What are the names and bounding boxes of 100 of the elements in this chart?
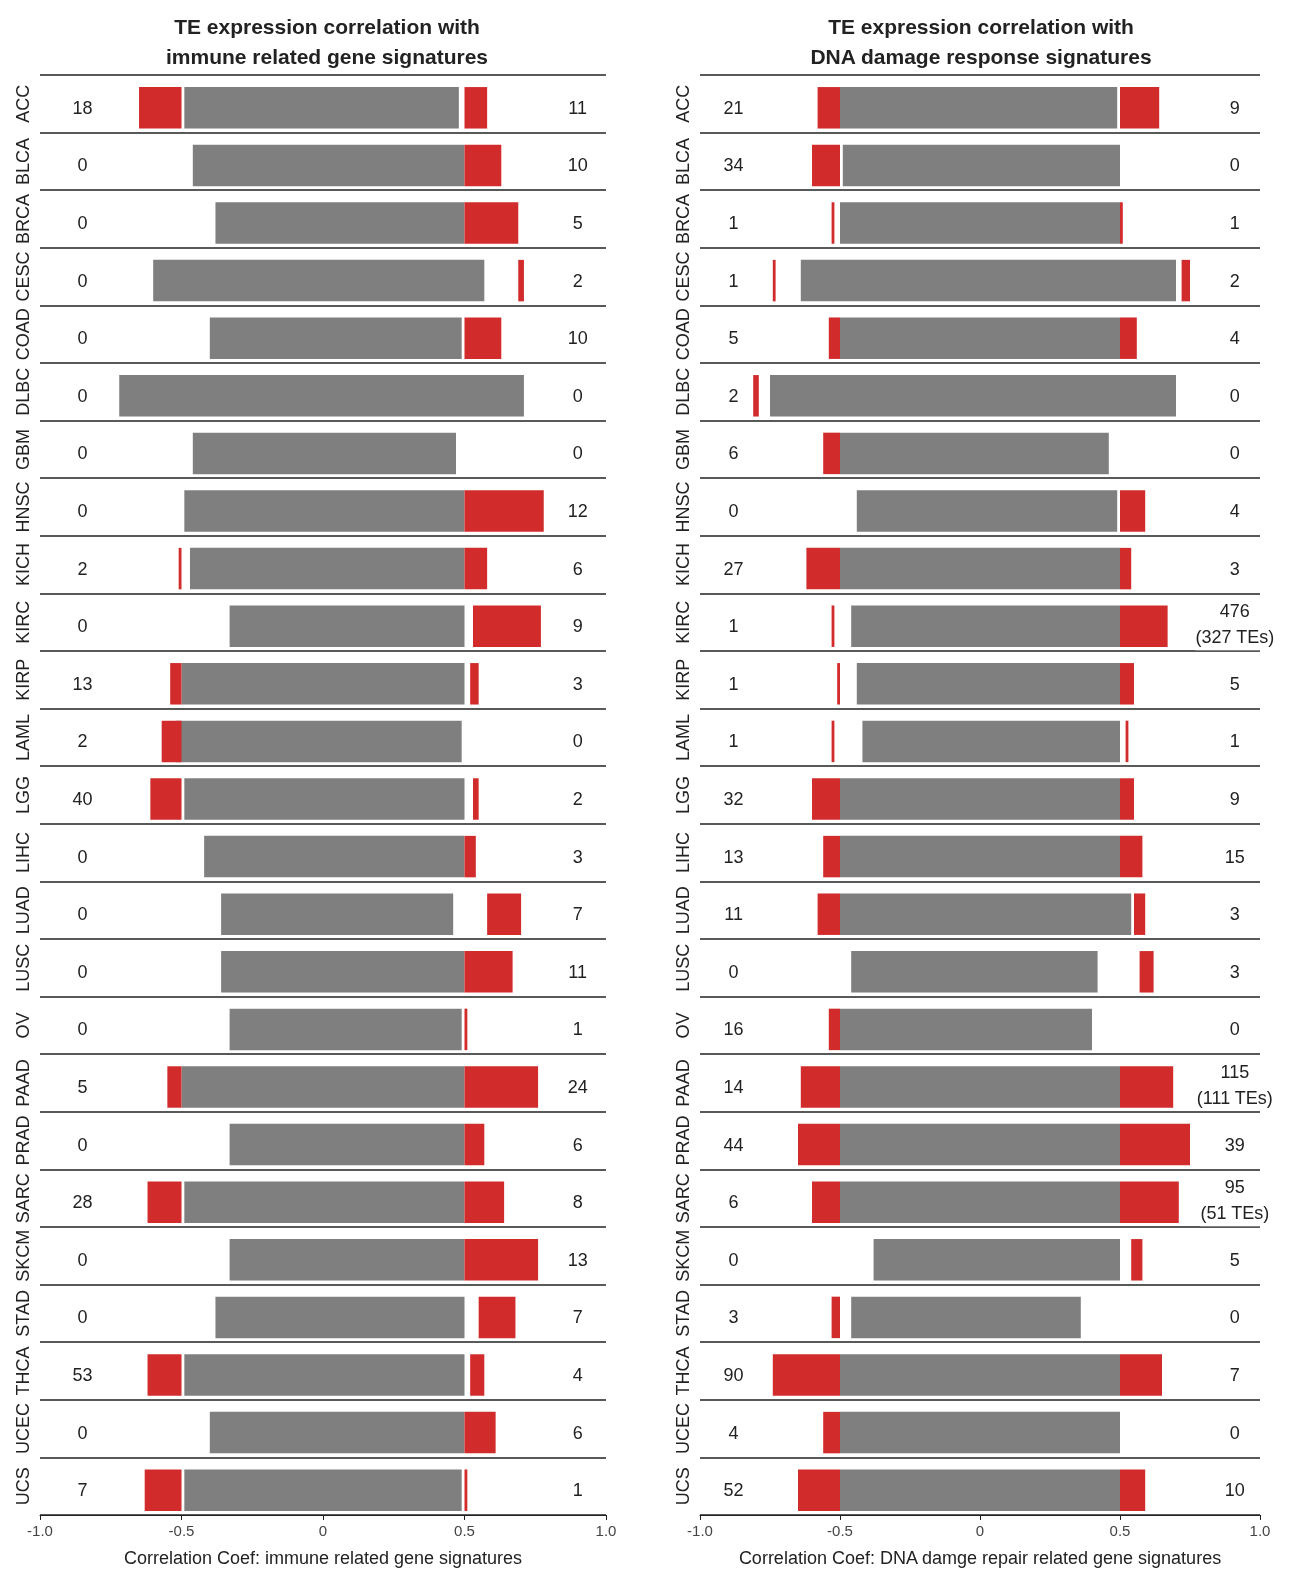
y-tick-label: GBM bbox=[13, 428, 33, 470]
y-tick-label: LIHC bbox=[673, 832, 693, 874]
y-tick-label: LAML bbox=[13, 713, 33, 761]
annotation: 90 bbox=[723, 1365, 744, 1385]
y-tick-label: BLCA bbox=[13, 137, 33, 185]
bar bbox=[1120, 1354, 1162, 1396]
bar bbox=[192, 432, 457, 475]
annotation: 0 bbox=[77, 961, 88, 982]
bar bbox=[828, 1008, 840, 1051]
bar bbox=[812, 144, 840, 187]
x-tick-label: 0.5 bbox=[454, 1522, 475, 1539]
bar bbox=[806, 547, 840, 590]
y-tick-label: THCA bbox=[13, 1346, 33, 1396]
annotation: 95 (51 TEs) bbox=[1200, 1177, 1270, 1224]
annotation: 4 bbox=[1229, 501, 1240, 521]
x-tick-label: -1.0 bbox=[687, 1522, 713, 1539]
bar bbox=[518, 259, 524, 302]
bar bbox=[798, 1469, 840, 1511]
bar bbox=[1120, 490, 1146, 532]
annotation: 3 bbox=[1229, 961, 1240, 982]
bar bbox=[823, 1411, 840, 1454]
bar bbox=[1120, 663, 1134, 705]
y-tick-label: UCS bbox=[673, 1467, 693, 1506]
annotation: 6 bbox=[728, 443, 739, 464]
bar bbox=[828, 317, 840, 359]
annotation: 6 bbox=[572, 558, 583, 579]
annotation: 0 bbox=[77, 616, 88, 637]
x-tick-label: 0.5 bbox=[1109, 1522, 1131, 1539]
bar bbox=[221, 951, 465, 993]
annotation: 9 bbox=[1229, 97, 1240, 118]
bar bbox=[464, 87, 488, 129]
y-tick-label: PRAD bbox=[13, 1115, 33, 1166]
annotation: 13 bbox=[567, 1249, 588, 1270]
bar bbox=[229, 1008, 462, 1051]
bar bbox=[840, 202, 1120, 244]
annotation: 3 bbox=[572, 673, 583, 694]
y-tick-label: LUAD bbox=[673, 886, 693, 935]
y-tick-label: STAD bbox=[673, 1290, 693, 1337]
annotation: 11 bbox=[568, 97, 588, 118]
annotation: 24 bbox=[567, 1077, 588, 1097]
annotation: 0 bbox=[77, 270, 88, 291]
annotation: 15 bbox=[1224, 846, 1245, 867]
bar bbox=[840, 87, 1118, 129]
y-tick-label: SARC bbox=[13, 1173, 33, 1224]
bar bbox=[817, 893, 840, 935]
annotation: 1 bbox=[728, 731, 739, 752]
bar bbox=[1120, 1066, 1174, 1108]
bar bbox=[772, 1354, 840, 1396]
bar bbox=[1120, 317, 1137, 359]
bar bbox=[470, 1354, 485, 1396]
bar bbox=[153, 259, 485, 302]
y-tick-label: LUSC bbox=[673, 943, 693, 992]
y-tick-label: DLBC bbox=[13, 367, 33, 416]
annotation: 2 bbox=[77, 558, 88, 579]
bar bbox=[1181, 259, 1190, 302]
bar bbox=[1134, 893, 1146, 935]
annotation: 2 bbox=[77, 731, 88, 752]
bar bbox=[139, 87, 182, 129]
bar bbox=[464, 835, 476, 878]
bar bbox=[181, 663, 465, 705]
annotation: 10 bbox=[567, 328, 588, 349]
annotation: 0 bbox=[77, 443, 88, 464]
annotation: 4 bbox=[728, 1422, 739, 1443]
bar bbox=[840, 1066, 1120, 1108]
y-tick-label: LUAD bbox=[13, 886, 33, 935]
bar bbox=[464, 1239, 539, 1281]
bar bbox=[167, 1066, 182, 1108]
annotation: 0 bbox=[77, 1134, 88, 1155]
y-tick-label: KIRC bbox=[673, 600, 693, 644]
annotation: 40 bbox=[72, 789, 93, 809]
annotation: 1 bbox=[728, 616, 739, 637]
y-tick-label: LUSC bbox=[13, 943, 33, 992]
annotation: 1 bbox=[728, 270, 739, 291]
annotation: 10 bbox=[567, 155, 588, 176]
bar bbox=[184, 778, 465, 820]
y-tick-label: KIRC bbox=[13, 600, 33, 644]
bar bbox=[1120, 1123, 1190, 1166]
annotation: 1 bbox=[572, 1019, 583, 1040]
chart-title: TE expression correlation with DNA damage response signatures bbox=[810, 14, 1152, 68]
y-tick-label: BRCA bbox=[673, 193, 693, 245]
bar bbox=[812, 1181, 840, 1223]
y-tick-label: BLCA bbox=[673, 137, 693, 185]
bar bbox=[178, 547, 182, 590]
annotation: 7 bbox=[572, 904, 583, 925]
y-tick-label: SARC bbox=[673, 1173, 693, 1224]
annotation: 1 bbox=[1229, 731, 1240, 752]
y-tick-label: HNSC bbox=[673, 481, 693, 533]
annotation: 9 bbox=[1229, 789, 1240, 809]
annotation: 32 bbox=[723, 789, 744, 809]
bar bbox=[812, 778, 840, 820]
annotation: 0 bbox=[77, 1019, 88, 1040]
annotation: 0 bbox=[77, 328, 88, 349]
annotation: 16 bbox=[723, 1019, 744, 1040]
y-tick-label: UCS bbox=[13, 1467, 33, 1506]
bar bbox=[770, 375, 1176, 417]
bar bbox=[753, 375, 759, 417]
bar bbox=[1120, 1181, 1179, 1223]
annotation: 3 bbox=[1229, 558, 1240, 579]
bar bbox=[184, 490, 465, 532]
annotation: 4 bbox=[572, 1365, 583, 1385]
